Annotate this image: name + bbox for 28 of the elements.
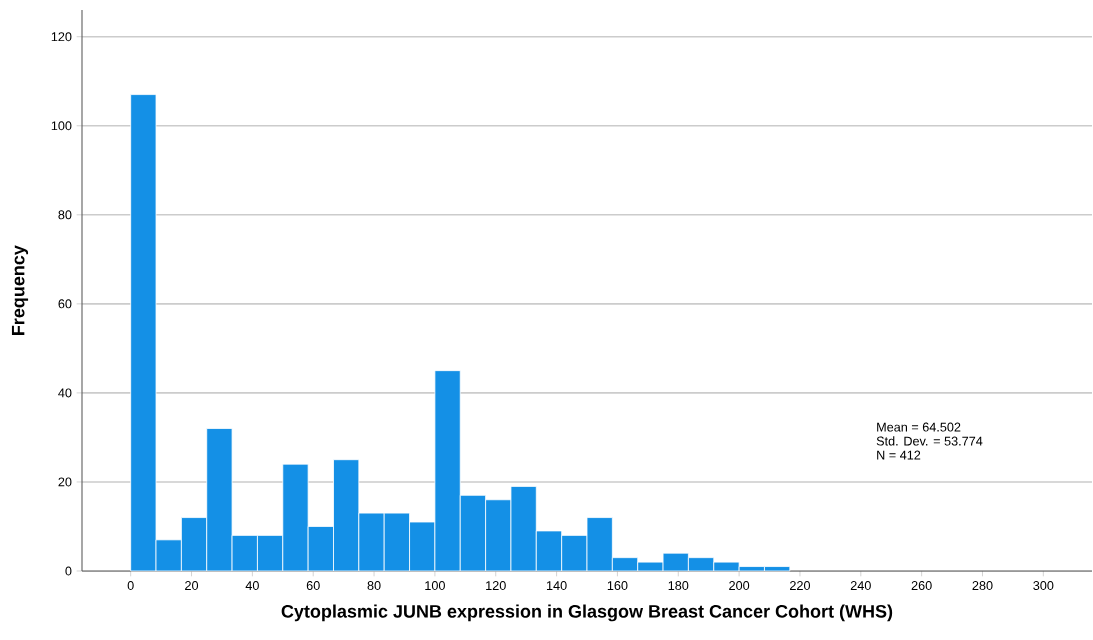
y-axis-title: Frequency bbox=[11, 245, 29, 335]
x-tick-label: 0 bbox=[127, 581, 134, 591]
y-tick-label: 20 bbox=[58, 477, 72, 487]
x-tick-label: 100 bbox=[425, 581, 445, 591]
x-tick-label: 280 bbox=[972, 581, 993, 591]
x-tick-label: 20 bbox=[185, 581, 199, 591]
annotation: Mean = 64.502 bbox=[877, 422, 961, 432]
x-tick-label: 140 bbox=[546, 581, 567, 591]
y-tick-label: 100 bbox=[51, 121, 72, 131]
annotation: N = 412 bbox=[877, 450, 921, 460]
x-tick-label: 120 bbox=[486, 581, 506, 591]
y-tick-label: 0 bbox=[65, 566, 72, 576]
y-tick-label: 80 bbox=[58, 210, 72, 220]
x-axis-title: Cytoplasmic JUNB expression in Glasgow Breast Cancer Cohort (WHS) bbox=[281, 604, 893, 622]
x-tick-label: 220 bbox=[790, 581, 811, 591]
x-tick-label: 300 bbox=[1033, 581, 1054, 591]
y-tick-label: 40 bbox=[58, 388, 72, 398]
x-tick-label: 80 bbox=[367, 581, 381, 591]
x-tick-label: 160 bbox=[607, 581, 628, 591]
y-tick-label: 60 bbox=[58, 299, 72, 309]
y-tick-label: 120 bbox=[51, 32, 72, 42]
annotation: Std. Dev. = 53.774 bbox=[876, 436, 983, 446]
x-tick-label: 180 bbox=[668, 581, 689, 591]
x-tick-label: 260 bbox=[911, 581, 932, 591]
x-tick-label: 40 bbox=[245, 581, 259, 591]
x-tick-label: 200 bbox=[729, 581, 750, 591]
x-tick-label: 60 bbox=[306, 581, 320, 591]
x-tick-label: 240 bbox=[850, 581, 871, 591]
